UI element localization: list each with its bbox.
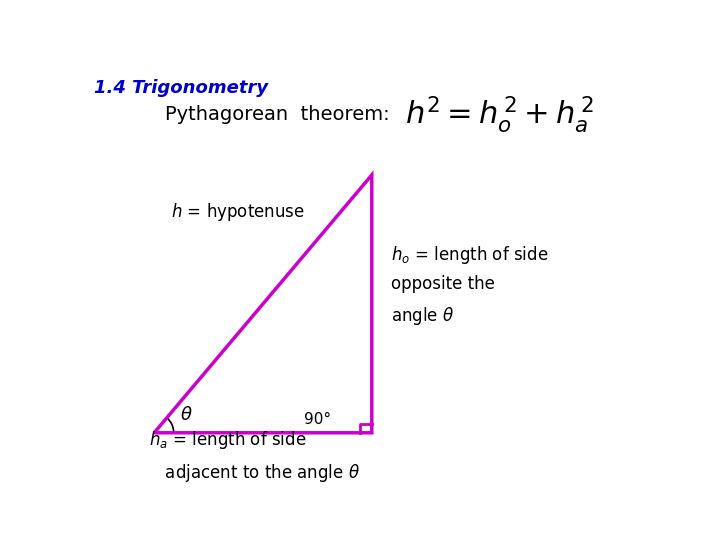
Text: Pythagorean  theorem:: Pythagorean theorem: (166, 105, 390, 124)
Text: $h$ = hypotenuse: $h$ = hypotenuse (171, 201, 305, 224)
Text: $h^2 = h_o^{\,2} + h_a^{\,2}$: $h^2 = h_o^{\,2} + h_a^{\,2}$ (405, 94, 594, 135)
Text: $\theta$: $\theta$ (181, 406, 193, 424)
Text: 1.4 Trigonometry: 1.4 Trigonometry (94, 79, 269, 97)
Text: $h_a$ = length of side
   adjacent to the angle $\theta$: $h_a$ = length of side adjacent to the a… (148, 429, 359, 484)
Text: 90°: 90° (304, 411, 331, 427)
Text: $h_o$ = length of side
opposite the
angle $\theta$: $h_o$ = length of side opposite the angl… (392, 244, 549, 327)
